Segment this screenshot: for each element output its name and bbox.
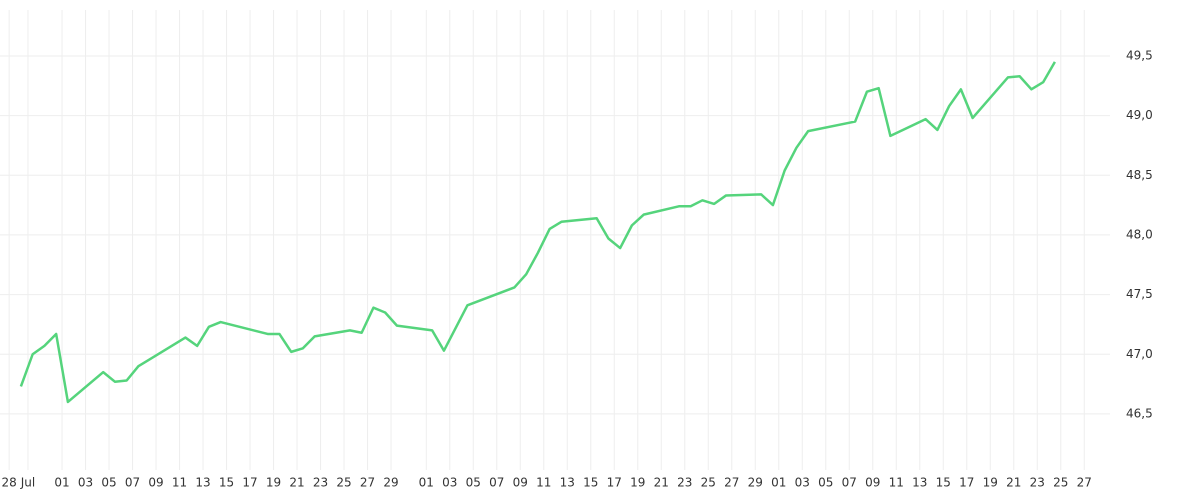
x-tick-label: 05 <box>818 476 833 490</box>
x-tick-label: 19 <box>630 476 645 490</box>
x-tick-label: 13 <box>560 476 575 490</box>
x-tick-label: 25 <box>1053 476 1068 490</box>
x-tick-label: 05 <box>101 476 116 490</box>
x-tick-label: 21 <box>289 476 304 490</box>
y-tick-label: 49,0 <box>1126 108 1153 122</box>
x-tick-label: 13 <box>195 476 210 490</box>
x-tick-label: 15 <box>936 476 951 490</box>
x-tick-label: 23 <box>1030 476 1045 490</box>
x-tick-label: 11 <box>172 476 187 490</box>
x-tick-label: 07 <box>489 476 504 490</box>
x-tick-label: 09 <box>865 476 880 490</box>
y-tick-label: 48,0 <box>1126 227 1153 241</box>
x-tick-label: 15 <box>583 476 598 490</box>
x-tick-label: 27 <box>360 476 375 490</box>
x-tick-label: Jul <box>20 476 35 490</box>
y-tick-label: 47,5 <box>1126 287 1153 301</box>
x-tick-label: 27 <box>724 476 739 490</box>
x-tick-label: 11 <box>536 476 551 490</box>
y-tick-label: 47,0 <box>1126 347 1153 361</box>
x-tick-label: 01 <box>419 476 434 490</box>
x-tick-label: 19 <box>983 476 998 490</box>
x-tick-label: 15 <box>219 476 234 490</box>
x-tick-label: 11 <box>889 476 904 490</box>
y-tick-label: 49,5 <box>1126 48 1153 62</box>
x-tick-label: 17 <box>607 476 622 490</box>
x-tick-label: 27 <box>1077 476 1092 490</box>
x-tick-label: 09 <box>148 476 163 490</box>
y-tick-label: 48,5 <box>1126 168 1153 182</box>
x-tick-label: 03 <box>795 476 810 490</box>
series-line <box>19 61 1056 404</box>
y-tick-label: 46,5 <box>1126 406 1153 420</box>
x-tick-label: 28 <box>2 476 17 490</box>
x-tick-label: 01 <box>771 476 786 490</box>
x-tick-label: 07 <box>842 476 857 490</box>
x-tick-label: 29 <box>748 476 763 490</box>
x-tick-label: 19 <box>266 476 281 490</box>
x-tick-label: 21 <box>1006 476 1021 490</box>
x-tick-label: 05 <box>466 476 481 490</box>
x-tick-label: 23 <box>677 476 692 490</box>
x-tick-label: 03 <box>78 476 93 490</box>
x-tick-label: 25 <box>336 476 351 490</box>
x-tick-label: 25 <box>701 476 716 490</box>
x-tick-label: 01 <box>54 476 69 490</box>
x-tick-label: 09 <box>513 476 528 490</box>
x-tick-label: 17 <box>242 476 257 490</box>
x-tick-label: 21 <box>654 476 669 490</box>
x-tick-label: 29 <box>383 476 398 490</box>
x-tick-label: 07 <box>125 476 140 490</box>
x-tick-label: 03 <box>442 476 457 490</box>
x-tick-label: 23 <box>313 476 328 490</box>
x-tick-label: 13 <box>912 476 927 490</box>
x-tick-label: 17 <box>959 476 974 490</box>
